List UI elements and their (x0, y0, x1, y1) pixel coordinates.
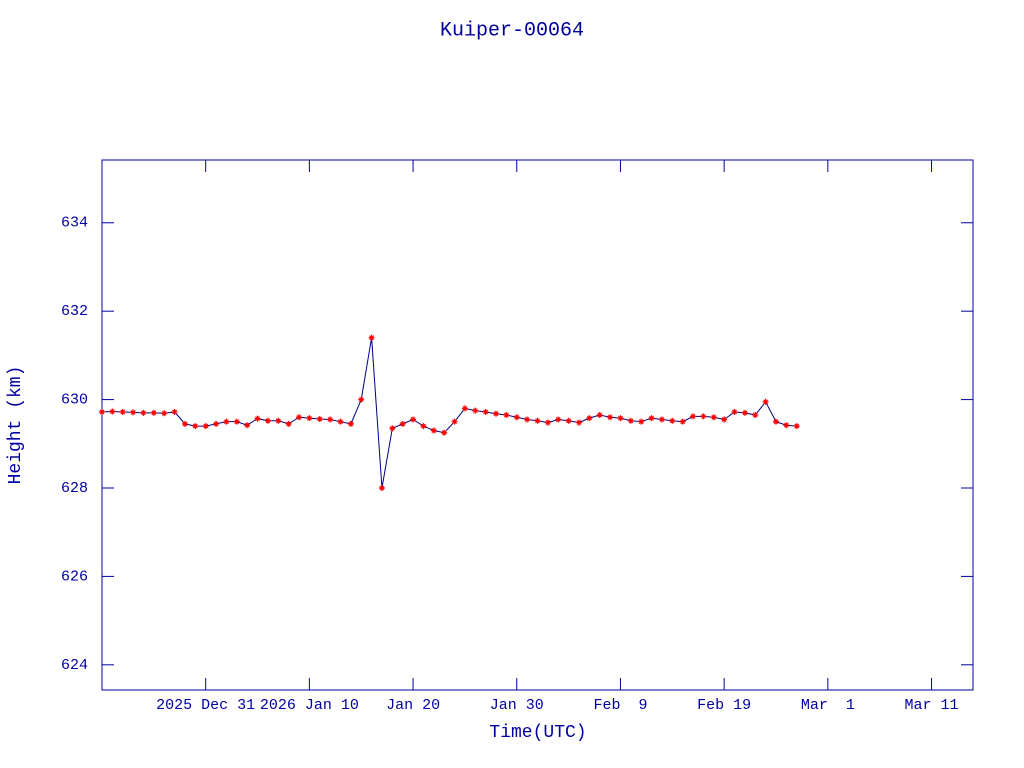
x-tick-label: Feb 19 (697, 697, 751, 714)
data-point (150, 409, 157, 416)
y-axis-label: Height (km) (6, 366, 26, 485)
x-tick-label: Mar 11 (905, 697, 959, 714)
x-tick-label: Mar 1 (801, 697, 855, 714)
data-point (337, 418, 344, 425)
x-tick-label: Feb 9 (593, 697, 647, 714)
data-point (627, 417, 634, 424)
data-point (285, 420, 292, 427)
data-point (368, 334, 375, 341)
x-tick-label: Jan 20 (386, 697, 440, 714)
data-point (617, 415, 624, 422)
data-point (358, 396, 365, 403)
data-point (586, 415, 593, 422)
data-point (503, 412, 510, 419)
data-point (420, 423, 427, 430)
data-point (741, 409, 748, 416)
data-point (378, 484, 385, 491)
x-tick-label: 2026 Jan 10 (260, 697, 359, 714)
y-tick-label: 632 (61, 303, 88, 320)
data-point (721, 416, 728, 423)
data-point (700, 413, 707, 420)
data-point (213, 420, 220, 427)
data-point (524, 416, 531, 423)
data-point (648, 415, 655, 422)
data-point (690, 413, 697, 420)
data-point (669, 417, 676, 424)
data-point (181, 420, 188, 427)
data-point (233, 418, 240, 425)
x-axis-label: Time(UTC) (489, 723, 586, 743)
y-tick-label: 626 (61, 568, 88, 585)
data-point (347, 420, 354, 427)
data-point (441, 429, 448, 436)
series-line (101, 337, 797, 489)
data-point (607, 414, 614, 421)
data-point (130, 409, 137, 416)
data-point (399, 420, 406, 427)
data-point (638, 418, 645, 425)
data-point (482, 408, 489, 415)
data-point (192, 423, 199, 430)
data-point (119, 408, 126, 415)
data-point (762, 398, 769, 405)
data-point (264, 417, 271, 424)
data-point (296, 414, 303, 421)
data-point (679, 418, 686, 425)
data-point (451, 418, 458, 425)
data-point (534, 417, 541, 424)
data-point (493, 410, 500, 417)
data-point (596, 412, 603, 419)
data-point (772, 418, 779, 425)
data-point (244, 422, 251, 429)
data-point (472, 407, 479, 414)
data-point (575, 419, 582, 426)
data-point (223, 418, 230, 425)
data-point (327, 416, 334, 423)
data-point (171, 408, 178, 415)
data-point (161, 410, 168, 417)
data-point (793, 423, 800, 430)
y-tick-label: 628 (61, 480, 88, 497)
data-point (565, 417, 572, 424)
data-point (109, 408, 116, 415)
data-point (710, 414, 717, 421)
y-tick-label: 624 (61, 657, 88, 674)
data-point (389, 425, 396, 432)
data-point (275, 417, 282, 424)
data-point (202, 423, 209, 430)
data-point (513, 414, 520, 421)
data-point (783, 422, 790, 429)
plot-frame (101, 159, 974, 691)
x-tick-label: Jan 30 (490, 697, 544, 714)
data-point (544, 419, 551, 426)
y-tick-label: 630 (61, 392, 88, 409)
data-point (461, 405, 468, 412)
x-tick-label: 2025 Dec 31 (156, 697, 255, 714)
data-point (140, 409, 147, 416)
data-point (555, 416, 562, 423)
data-point (99, 408, 105, 415)
chart-title: Kuiper-00064 (440, 19, 584, 42)
data-point (410, 416, 417, 423)
data-point (254, 415, 261, 422)
data-point (306, 415, 313, 422)
data-point (430, 427, 437, 434)
data-point (731, 408, 738, 415)
data-point (752, 412, 759, 419)
data-point (658, 416, 665, 423)
y-tick-label: 634 (61, 215, 88, 232)
data-point (316, 416, 323, 423)
